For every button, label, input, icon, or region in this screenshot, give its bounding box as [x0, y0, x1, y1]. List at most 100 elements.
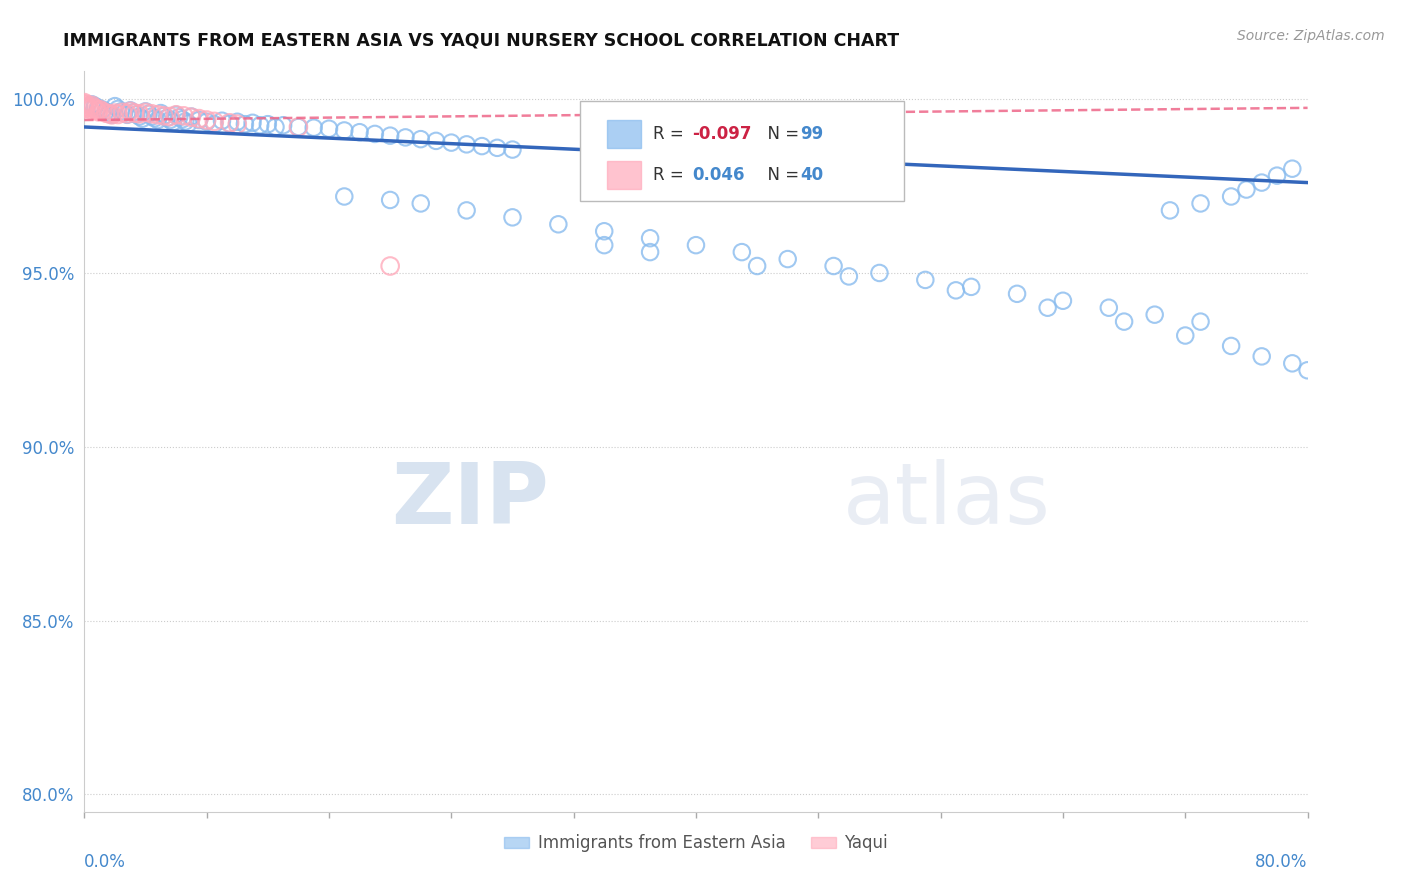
- Point: [188, 112, 211, 126]
- Point: [124, 106, 146, 120]
- Point: [167, 110, 190, 124]
- Point: [146, 108, 169, 122]
- Point: [195, 115, 218, 129]
- Point: [165, 108, 187, 122]
- Point: [838, 269, 860, 284]
- Point: [76, 99, 98, 113]
- Point: [425, 134, 447, 148]
- Point: [180, 110, 202, 124]
- Point: [87, 101, 110, 115]
- Point: [486, 141, 509, 155]
- Point: [1220, 339, 1243, 353]
- Point: [364, 127, 387, 141]
- Point: [685, 238, 707, 252]
- Point: [502, 143, 524, 157]
- Point: [202, 114, 225, 128]
- Text: atlas: atlas: [842, 459, 1050, 542]
- Text: 99: 99: [800, 125, 823, 143]
- Point: [91, 104, 114, 119]
- Point: [128, 107, 150, 121]
- Point: [226, 117, 249, 131]
- Point: [94, 104, 117, 119]
- Text: IMMIGRANTS FROM EASTERN ASIA VS YAQUI NURSERY SCHOOL CORRELATION CHART: IMMIGRANTS FROM EASTERN ASIA VS YAQUI NU…: [63, 31, 900, 49]
- FancyBboxPatch shape: [579, 101, 904, 201]
- Point: [1250, 176, 1272, 190]
- Point: [914, 273, 936, 287]
- Point: [409, 196, 432, 211]
- Point: [945, 283, 967, 297]
- Point: [869, 266, 891, 280]
- Text: 0.0%: 0.0%: [84, 854, 127, 871]
- Point: [440, 136, 463, 150]
- Point: [73, 95, 96, 110]
- Point: [125, 107, 148, 121]
- Point: [80, 98, 103, 112]
- Point: [593, 224, 616, 238]
- Text: 40: 40: [800, 166, 823, 184]
- Point: [174, 114, 197, 128]
- Point: [97, 106, 120, 120]
- Bar: [606, 120, 641, 148]
- Point: [120, 104, 142, 119]
- Point: [456, 203, 478, 218]
- Point: [141, 107, 163, 121]
- Point: [547, 217, 569, 231]
- Point: [195, 113, 218, 128]
- Point: [80, 97, 103, 112]
- Point: [110, 104, 132, 119]
- Point: [159, 113, 181, 128]
- Point: [83, 101, 105, 115]
- Point: [135, 104, 157, 119]
- Point: [202, 117, 225, 131]
- Point: [380, 128, 402, 143]
- Bar: [606, 161, 641, 189]
- Text: R =: R =: [654, 166, 689, 184]
- Point: [502, 211, 524, 225]
- Point: [1281, 356, 1303, 370]
- Point: [242, 116, 264, 130]
- Point: [97, 107, 120, 121]
- Point: [177, 116, 200, 130]
- Text: N =: N =: [758, 166, 804, 184]
- Point: [218, 116, 240, 130]
- Point: [115, 108, 138, 122]
- Point: [1159, 203, 1181, 218]
- Point: [456, 137, 478, 152]
- Point: [107, 107, 129, 121]
- Point: [287, 120, 309, 134]
- Point: [111, 105, 134, 120]
- Point: [333, 123, 356, 137]
- Point: [84, 99, 107, 113]
- Point: [471, 139, 494, 153]
- Point: [107, 102, 129, 116]
- Point: [153, 109, 176, 123]
- Point: [141, 110, 163, 124]
- Point: [75, 97, 97, 112]
- Point: [131, 112, 153, 126]
- Point: [101, 108, 124, 122]
- Point: [318, 121, 340, 136]
- Point: [1236, 182, 1258, 196]
- Point: [1189, 315, 1212, 329]
- Point: [1281, 161, 1303, 176]
- Point: [1052, 293, 1074, 308]
- Point: [146, 113, 169, 128]
- Point: [73, 100, 96, 114]
- Point: [73, 102, 96, 116]
- Point: [211, 113, 233, 128]
- Text: ZIP: ZIP: [391, 459, 550, 542]
- Point: [149, 106, 172, 120]
- Point: [135, 105, 157, 120]
- Point: [87, 104, 110, 119]
- Text: -0.097: -0.097: [692, 125, 752, 143]
- Point: [593, 238, 616, 252]
- Text: N =: N =: [758, 125, 804, 143]
- Point: [122, 105, 145, 120]
- Point: [86, 103, 108, 118]
- Point: [73, 97, 96, 112]
- Point: [84, 102, 107, 116]
- Point: [120, 103, 142, 118]
- Legend: Immigrants from Eastern Asia, Yaqui: Immigrants from Eastern Asia, Yaqui: [498, 828, 894, 859]
- Point: [143, 112, 166, 126]
- Point: [188, 113, 211, 128]
